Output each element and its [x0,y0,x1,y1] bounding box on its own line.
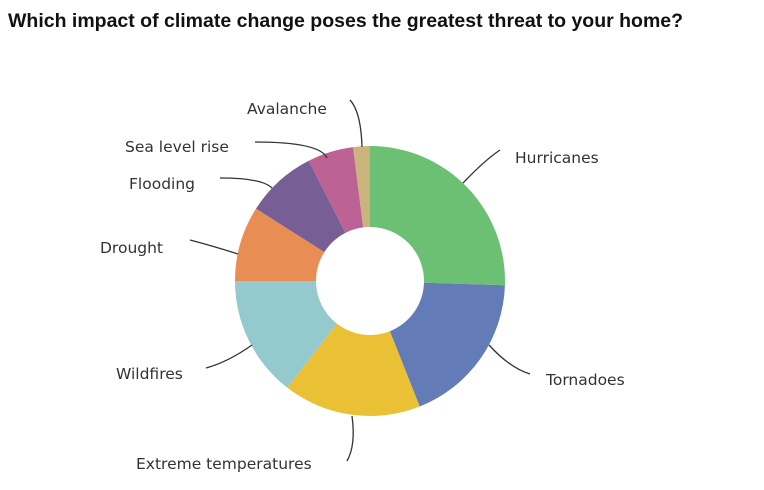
slice-label-wildfires: Wildfires [116,365,183,383]
slice-extreme-temperatures [287,323,420,417]
slice-tornadoes [389,282,505,407]
slice-hurricanes [370,146,505,286]
slice-sea-level-rise [308,147,364,233]
slice-flooding [256,160,346,253]
slice-drought [235,208,325,281]
leader-line-hurricanes [462,149,501,184]
leader-line-sea-level-rise [254,141,328,159]
leader-line-extreme-temperatures [346,415,354,462]
slices-group [235,146,505,417]
slice-label-drought: Drought [100,239,163,257]
chart-title: Which impact of climate change poses the… [8,10,684,32]
slice-label-tornadoes: Tornadoes [545,371,625,389]
slice-label-extreme-temperatures: Extreme temperatures [136,455,312,473]
slice-label-sea-level-rise: Sea level rise [125,138,229,156]
leaders-group [189,99,531,462]
leader-line-tornadoes [488,344,531,375]
leader-line-flooding [219,177,273,189]
leader-line-drought [189,239,239,255]
slice-label-avalanche: Avalanche [247,100,327,118]
leader-line-wildfires [205,344,253,369]
slice-label-flooding: Flooding [129,175,195,193]
leader-line-avalanche [349,99,363,148]
slice-wildfires [235,281,337,388]
slice-avalanche [353,146,370,228]
slice-label-hurricanes: Hurricanes [515,149,599,167]
labels-group: Hurricanes Tornadoes Extreme temperatures W… [100,100,625,473]
